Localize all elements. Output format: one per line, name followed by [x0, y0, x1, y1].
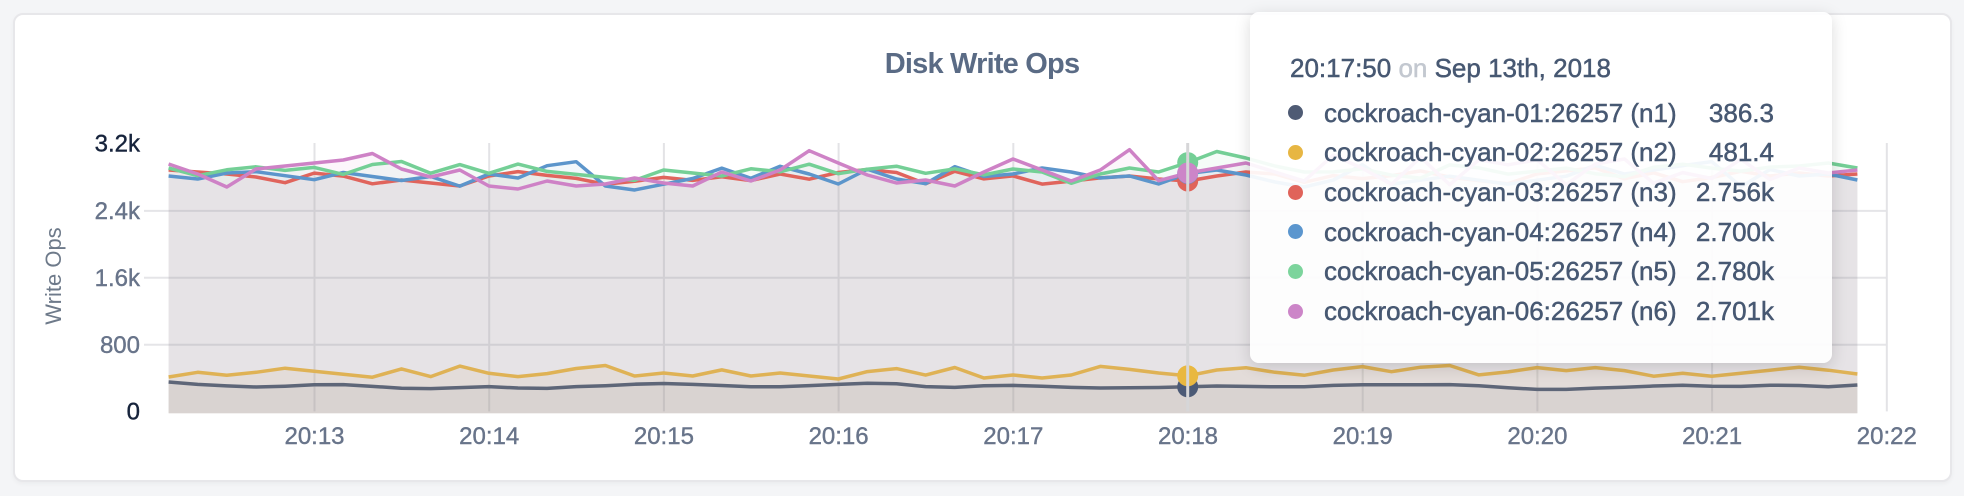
svg-text:0: 0: [127, 399, 140, 426]
svg-text:2.4k: 2.4k: [95, 198, 141, 225]
svg-text:3.2k: 3.2k: [95, 130, 141, 157]
svg-text:20:18: 20:18: [1158, 423, 1218, 450]
svg-text:20:17: 20:17: [983, 423, 1043, 450]
svg-text:20:16: 20:16: [809, 423, 869, 450]
svg-text:20:15: 20:15: [634, 423, 694, 450]
svg-text:20:19: 20:19: [1333, 423, 1393, 450]
svg-text:800: 800: [100, 332, 140, 359]
svg-text:20:14: 20:14: [459, 423, 519, 450]
svg-text:Write Ops: Write Ops: [41, 227, 66, 324]
svg-text:20:21: 20:21: [1682, 423, 1742, 450]
svg-text:20:22: 20:22: [1857, 423, 1917, 450]
svg-text:1.6k: 1.6k: [95, 265, 141, 292]
svg-text:20:13: 20:13: [284, 423, 344, 450]
svg-text:20:20: 20:20: [1507, 423, 1567, 450]
